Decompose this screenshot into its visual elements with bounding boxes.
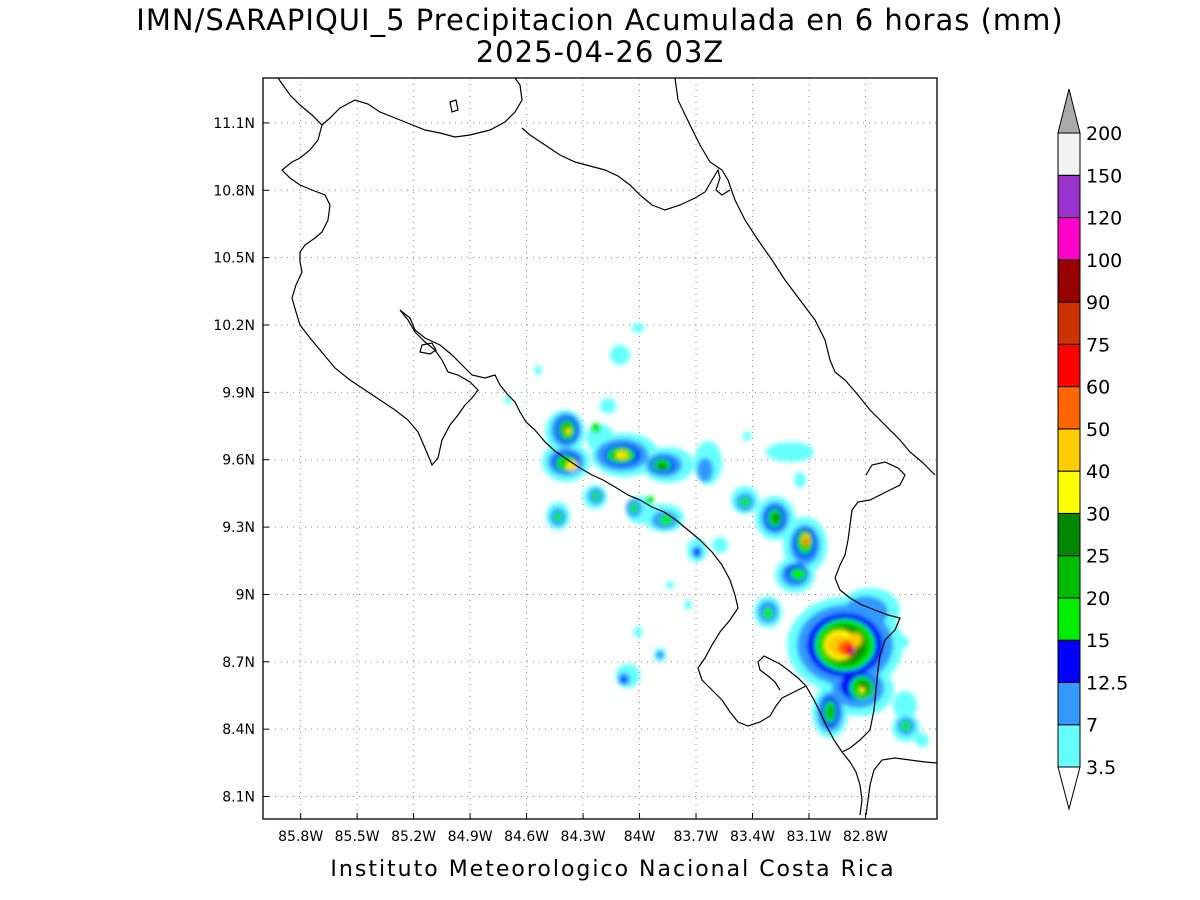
x-tick-label: 83.1W [786, 829, 831, 845]
colorbar-swatch [1057, 555, 1081, 599]
plot-frame [262, 77, 938, 820]
colorbar-level-label: 20 [1086, 588, 1110, 610]
x-tick-label: 84.3W [561, 829, 606, 845]
colorbar-level-label: 50 [1086, 419, 1110, 441]
x-tick-label: 83.7W [674, 829, 719, 845]
colorbar-level-label: 3.5 [1086, 757, 1116, 779]
y-tick-label: 9.6N [222, 453, 255, 469]
colorbar-swatch [1057, 428, 1081, 472]
colorbar-swatch [1057, 343, 1081, 388]
y-tick-label: 8.1N [222, 790, 255, 806]
colorbar-swatch [1057, 174, 1081, 219]
y-tick-label: 10.8N [213, 183, 255, 199]
y-tick-label: 8.4N [222, 722, 255, 738]
colorbar-level-label: 75 [1086, 334, 1110, 356]
y-tick-label: 10.2N [213, 318, 255, 334]
colorbar-swatch [1057, 639, 1081, 683]
colorbar-level-label: 15 [1086, 630, 1110, 652]
longitude-axis: 85.8W 85.5W 85.2W 84.9W 84.6W 84.3W 84W 83.7W 83… [278, 813, 888, 845]
colorbar-level-label: 100 [1086, 250, 1122, 272]
footer-institution: Instituto Meteorologico Nacional Costa R… [330, 857, 895, 882]
gridlines [263, 78, 937, 819]
colorbar-max-arrow [1057, 88, 1081, 134]
precipitation-field [504, 323, 929, 747]
y-tick-label: 9N [236, 587, 255, 603]
x-tick-label: 85.5W [335, 829, 380, 845]
y-tick-label: 10.5N [213, 251, 255, 267]
colorbar-swatch [1057, 512, 1081, 557]
x-tick-label: 85.2W [391, 829, 436, 845]
coastlines [277, 78, 937, 816]
colorbar-level-label: 25 [1086, 546, 1110, 568]
y-tick-label: 8.7N [222, 655, 255, 671]
colorbar-level-label: 90 [1086, 292, 1110, 314]
latitude-axis: 8.1N 8.4N 8.7N 9N 9.3N 9.6N 9.9N 10.2N 10.5N 10.8… [213, 116, 269, 806]
colorbar-swatch [1057, 132, 1081, 176]
colorbar-level-label: 60 [1086, 377, 1110, 399]
x-tick-label: 82.8W [843, 829, 888, 845]
colorbar-legend: 3.5 7 12.5 15 20 25 30 40 50 60 75 90 100 120 150 200 [1057, 88, 1128, 811]
x-tick-label: 85.8W [278, 829, 323, 845]
colorbar-level-label: 7 [1086, 715, 1098, 737]
colorbar-swatch [1057, 386, 1081, 430]
x-tick-label: 84.9W [448, 829, 493, 845]
x-tick-label: 84W [624, 829, 656, 845]
map-subtitle-date: 2025-04-26 03Z [476, 35, 725, 69]
y-tick-label: 11.1N [213, 116, 255, 132]
colorbar-min-arrow [1057, 766, 1081, 811]
colorbar-level-label: 150 [1086, 165, 1122, 187]
map-title: IMN/SARAPIQUI_5 Precipitacion Acumulada … [136, 3, 1063, 37]
colorbar-level-label: 12.5 [1086, 672, 1128, 694]
colorbar-level-label: 40 [1086, 461, 1110, 483]
colorbar-swatch [1057, 470, 1081, 514]
colorbar-level-label: 200 [1086, 123, 1122, 145]
y-tick-label: 9.9N [222, 385, 255, 401]
colorbar-level-label: 120 [1086, 208, 1122, 230]
x-tick-label: 84.6W [504, 829, 549, 845]
colorbar-swatch [1057, 681, 1081, 726]
colorbar-swatch [1057, 301, 1081, 345]
colorbar-swatch [1057, 724, 1081, 768]
y-tick-label: 9.3N [222, 520, 255, 536]
colorbar-level-label: 30 [1086, 503, 1110, 525]
x-tick-label: 83.4W [730, 829, 775, 845]
colorbar-swatch [1057, 259, 1081, 303]
colorbar-swatch [1057, 217, 1081, 261]
colorbar-swatch [1057, 597, 1081, 641]
